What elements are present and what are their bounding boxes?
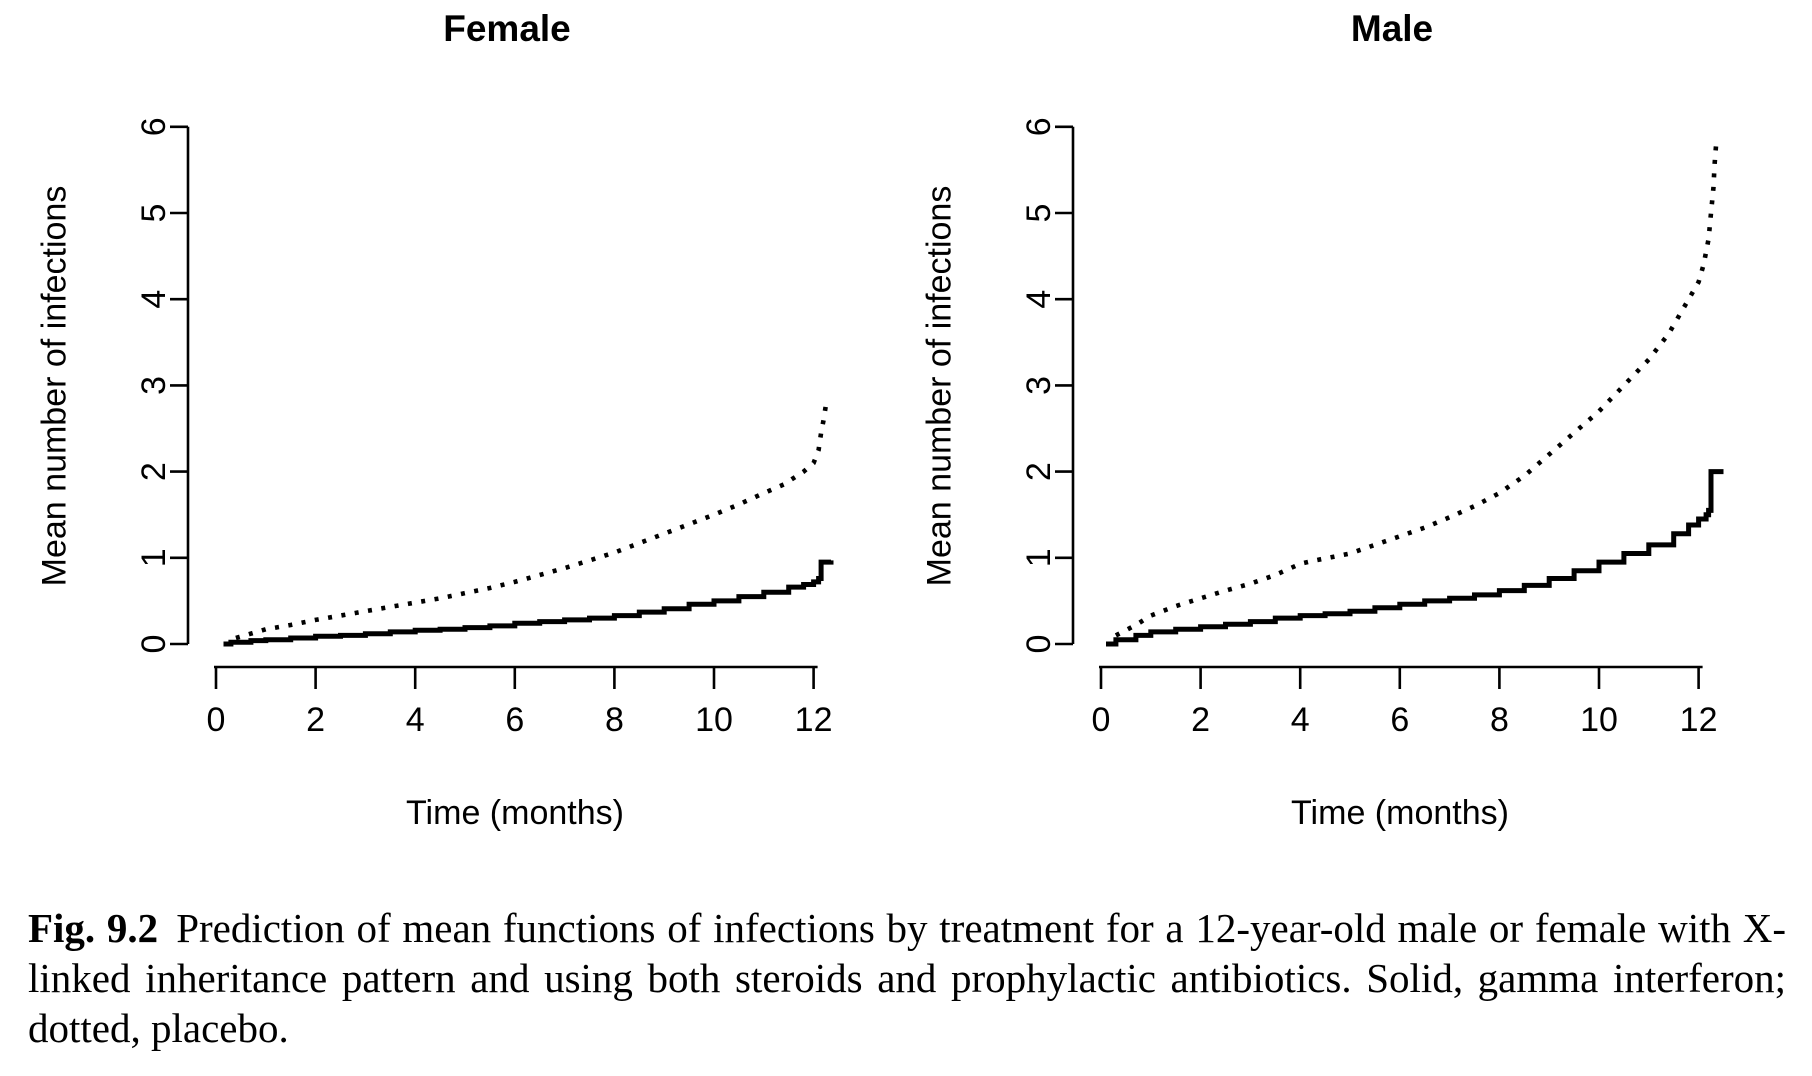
female-y-tick-label: 1 [135, 548, 173, 567]
female-y-tick-label: 0 [135, 635, 173, 654]
female-y-tick-label: 5 [135, 204, 173, 223]
female-y-axis: 0 1 2 3 4 5 6 [135, 117, 190, 654]
female-y-tick-label: 6 [135, 117, 173, 136]
male-y-tick-label: 3 [1020, 376, 1058, 395]
female-x-axis-label: Time (months) [406, 794, 624, 832]
figure-caption-label: Fig. 9.2 [28, 905, 159, 951]
male-y-axis: 0 1 2 3 4 5 6 [1020, 117, 1075, 654]
male-x-tick-label: 2 [1191, 701, 1210, 739]
female-x-tick-label: 8 [605, 701, 624, 739]
male-solid-series [1106, 469, 1724, 647]
male-x-tick-label: 12 [1680, 701, 1718, 739]
male-x-tick-label: 6 [1390, 701, 1409, 739]
female-y-tick-label: 2 [135, 462, 173, 481]
male-y-tick-label: 2 [1020, 462, 1058, 481]
female-x-tick-label: 10 [695, 701, 733, 739]
figure-caption: Fig. 9.2 Prediction of mean functions of … [28, 903, 1786, 1053]
male-y-tick-label: 6 [1020, 117, 1058, 136]
male-x-tick-label: 8 [1490, 701, 1509, 739]
male-y-tick-label: 5 [1020, 204, 1058, 223]
male-x-tick-label: 0 [1092, 701, 1111, 739]
female-x-tick-label: 0 [207, 701, 226, 739]
female-dotted-series [235, 404, 829, 641]
female-x-tick-label: 2 [306, 701, 325, 739]
male-y-tick-label: 4 [1020, 290, 1058, 309]
female-y-tick-label: 4 [135, 290, 173, 309]
male-x-axis-label: Time (months) [1291, 794, 1509, 832]
female-x-axis: 0 2 4 6 8 10 12 [207, 665, 833, 739]
figure-caption-text: Prediction of mean functions of infectio… [28, 905, 1787, 1051]
male-x-axis: 0 2 4 6 8 10 12 [1092, 665, 1718, 739]
female-chart-title: Female [443, 8, 571, 49]
female-x-tick-label: 6 [505, 701, 524, 739]
male-dotted-series [1114, 145, 1719, 638]
male-chart-title: Male [1350, 8, 1434, 49]
female-x-tick-label: 12 [795, 701, 833, 739]
female-y-tick-label: 3 [135, 376, 173, 395]
male-y-tick-label: 0 [1020, 635, 1058, 654]
female-solid-series [223, 559, 834, 647]
male-y-tick-label: 1 [1020, 548, 1058, 567]
male-x-tick-label: 4 [1291, 701, 1310, 739]
female-x-tick-label: 4 [406, 701, 425, 739]
male-x-tick-label: 10 [1580, 701, 1618, 739]
